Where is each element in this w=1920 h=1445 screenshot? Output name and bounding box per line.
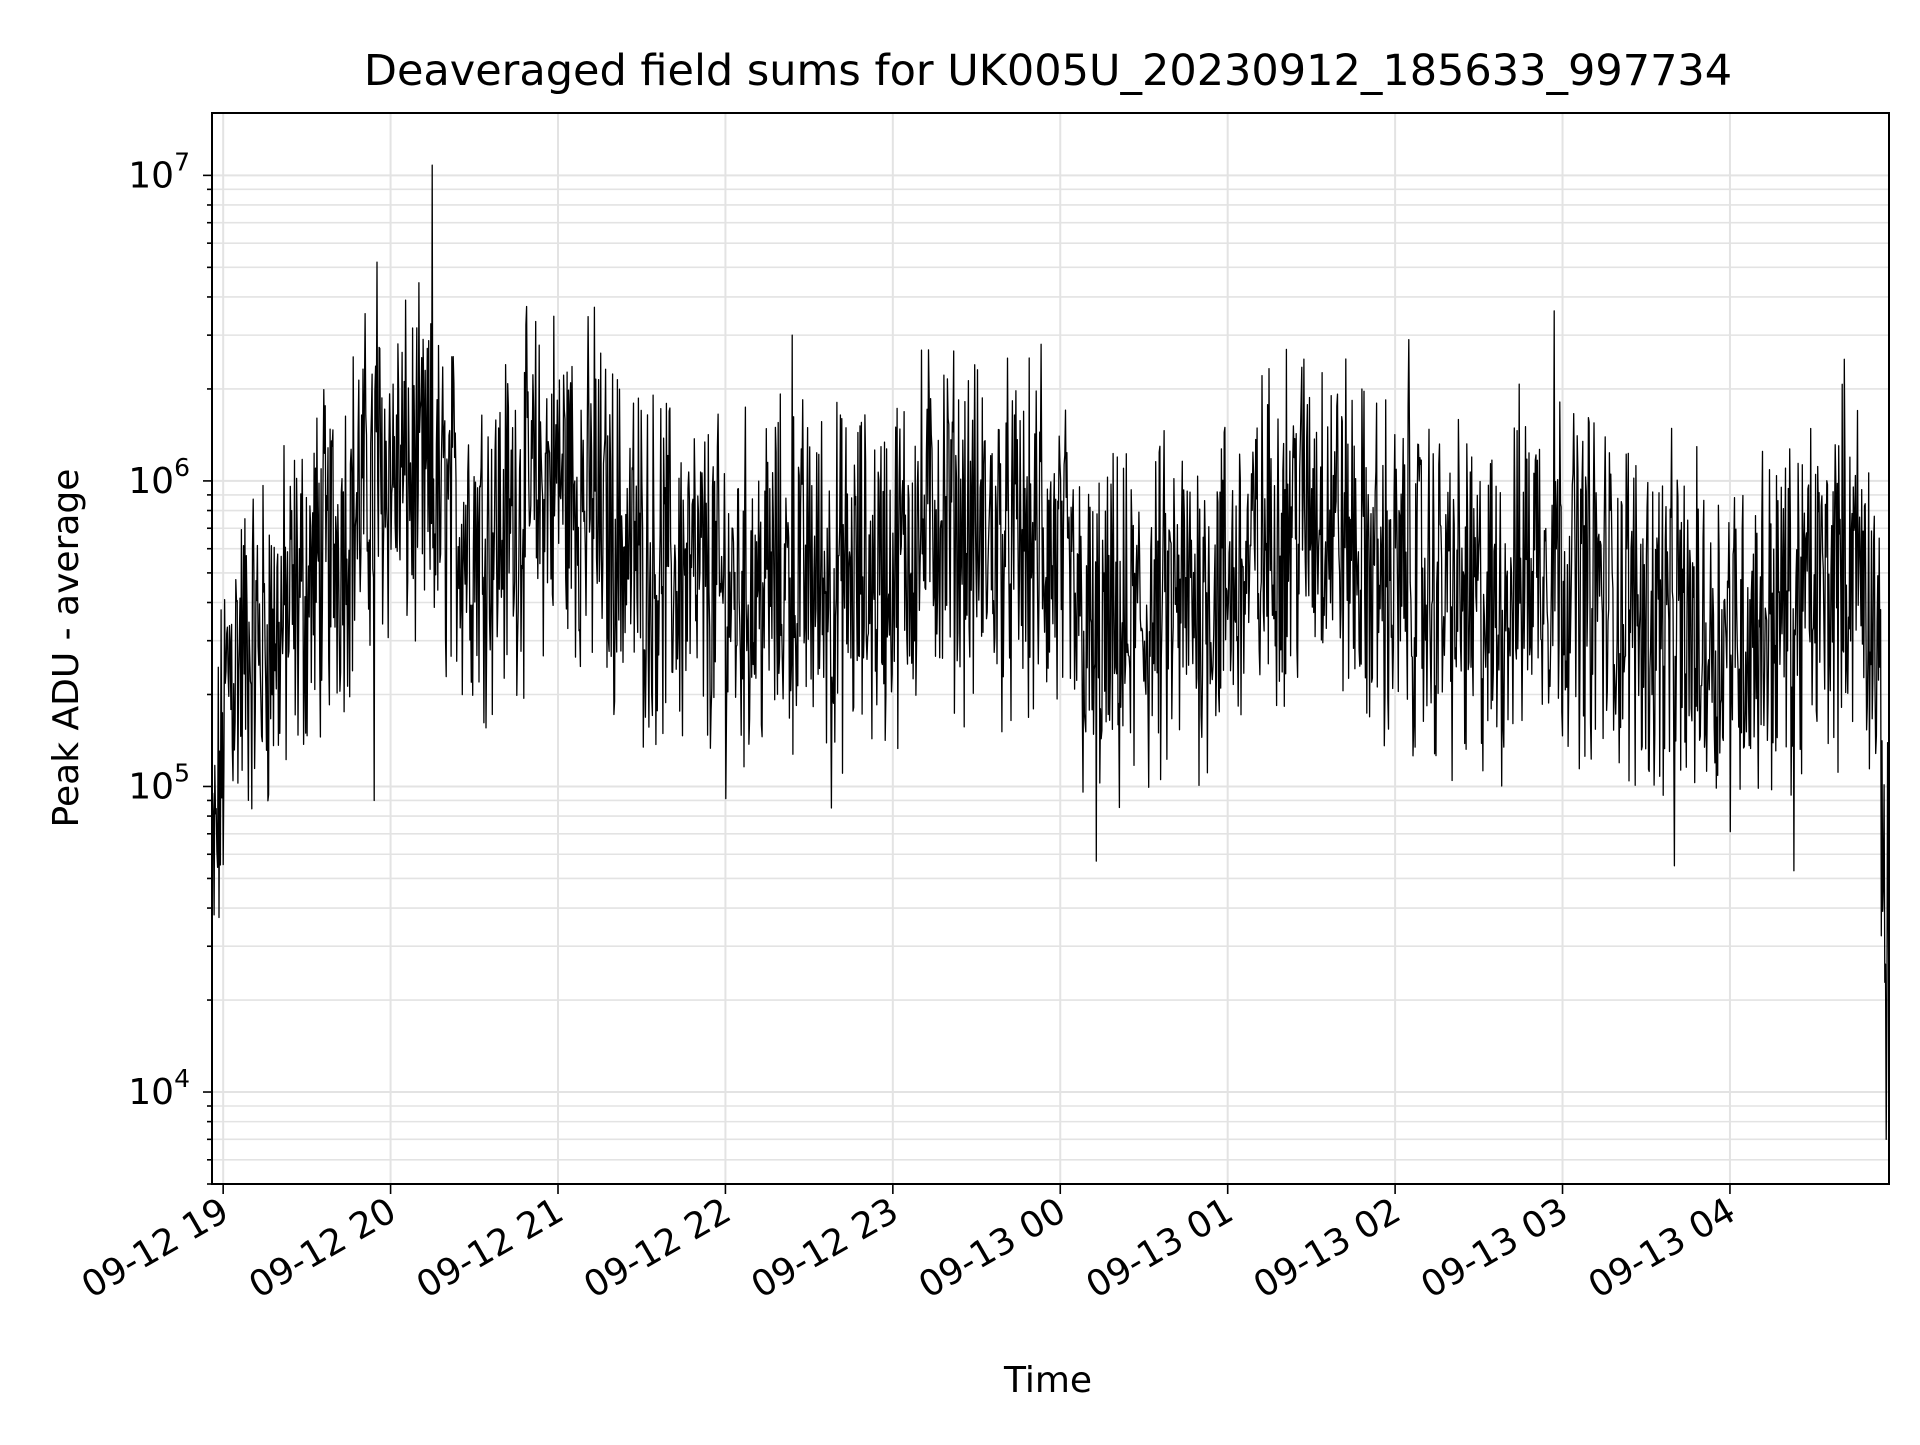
plot-frame [211, 112, 1890, 1185]
y-tick-label: 106 [128, 453, 190, 502]
chart-title: Deaveraged field sums for UK005U_2023091… [364, 46, 1732, 96]
x-axis-label: Time [1003, 1360, 1092, 1401]
series-layer [212, 164, 1889, 1141]
y-axis-label: Peak ADU - average [46, 469, 87, 828]
series-line [212, 164, 1889, 1141]
y-tick-label: 105 [128, 758, 190, 807]
y-tick-label: 104 [128, 1064, 190, 1113]
y-tick-label: 107 [128, 147, 190, 196]
